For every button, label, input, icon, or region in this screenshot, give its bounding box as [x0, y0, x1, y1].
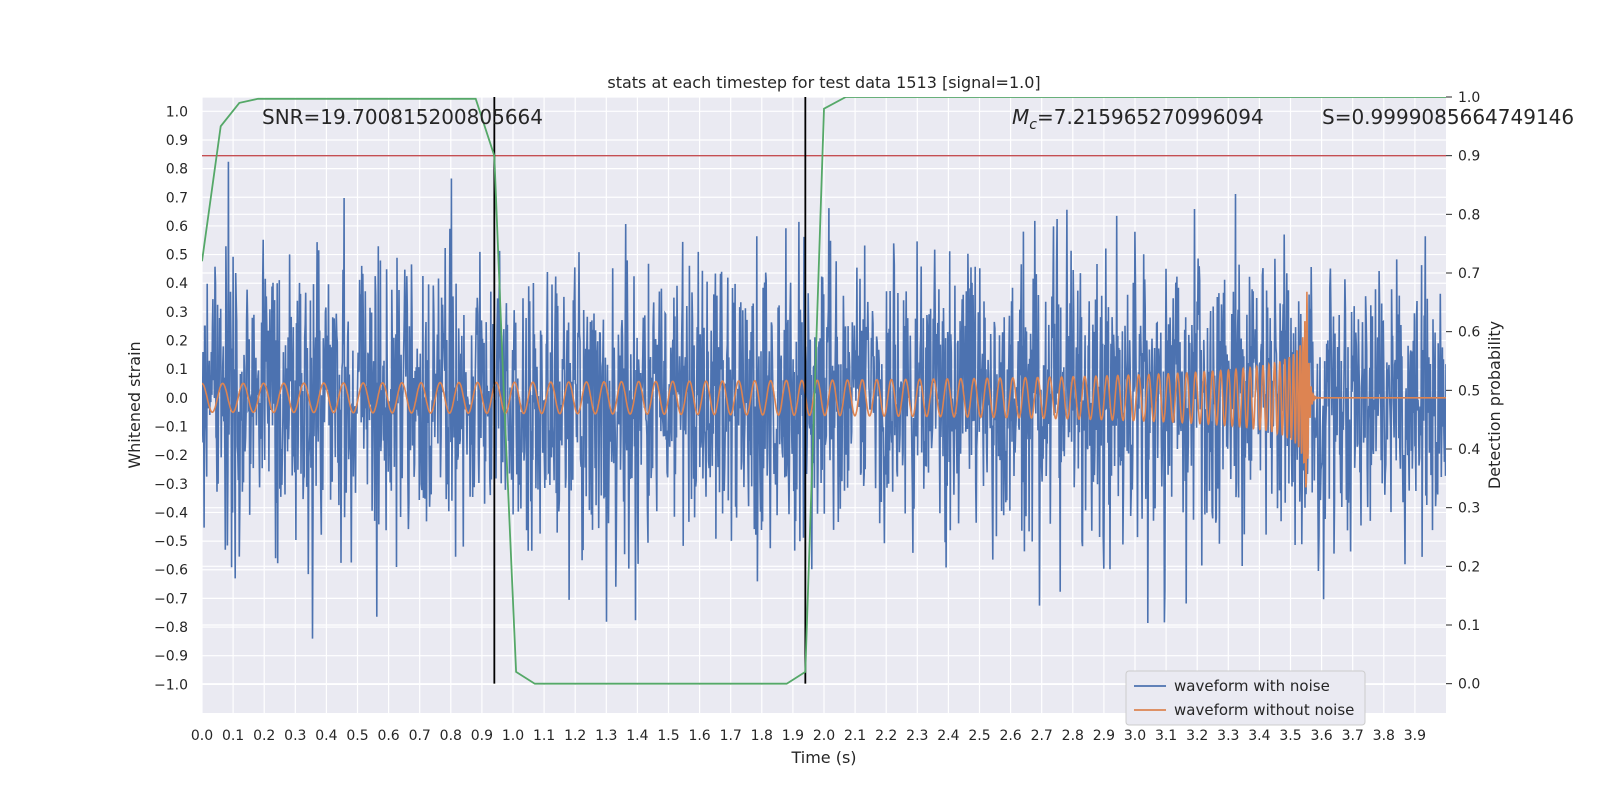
y-right-tick-label: 0.9 — [1458, 149, 1480, 165]
x-tick-label: 2.3 — [906, 728, 928, 744]
y-left-tick-label: −0.8 — [154, 620, 188, 636]
y-left-tick-label: −0.3 — [154, 477, 188, 493]
x-tick-label: 1.1 — [533, 728, 555, 744]
annotation-chirp-mass-subscript: c — [1029, 117, 1037, 133]
y-left-tick-label: 0.5 — [166, 248, 188, 264]
x-axis-label: Time (s) — [790, 748, 856, 767]
legend: waveform with noise waveform without noi… — [1125, 670, 1366, 726]
y-left-tick-label: 0.7 — [166, 190, 188, 206]
series-detection-probability — [202, 97, 1446, 685]
x-tick-label: 3.8 — [1373, 728, 1395, 744]
x-tick-label: 3.9 — [1404, 728, 1426, 744]
y-left-tick-label: 0.9 — [166, 133, 188, 149]
x-tick-label: 0.8 — [440, 728, 462, 744]
x-tick-label: 0.1 — [222, 728, 244, 744]
y-left-tick-label: 0.2 — [166, 334, 188, 350]
legend-label-noise: waveform with noise — [1174, 677, 1330, 695]
y-left-tick-label: 0.8 — [166, 162, 188, 178]
y-right-tick-label: 0.1 — [1458, 618, 1480, 634]
x-tick-label: 2.5 — [968, 728, 990, 744]
x-tick-label: 3.3 — [1217, 728, 1239, 744]
y-right-tick-label: 0.8 — [1458, 207, 1480, 223]
y-left-tick-label: 0.3 — [166, 305, 188, 321]
x-tick-label: 3.2 — [1186, 728, 1208, 744]
x-tick-label: 2.2 — [875, 728, 897, 744]
x-tick-label: 1.4 — [626, 728, 648, 744]
annotation-snr: SNR=19.700815200805664 — [262, 105, 543, 129]
x-tick-label: 1.9 — [782, 728, 804, 744]
x-tick-label: 2.6 — [999, 728, 1021, 744]
x-tick-label: 3.7 — [1342, 728, 1364, 744]
y-left-tick-label: −0.7 — [154, 591, 188, 607]
x-tick-label: 0.5 — [346, 728, 368, 744]
x-tick-label: 0.3 — [284, 728, 306, 744]
y-right-tick-label: 0.5 — [1458, 383, 1480, 399]
y-left-tick-label: −0.4 — [154, 505, 188, 521]
y-left-tick-label: 0.1 — [166, 362, 188, 378]
x-tick-label: 2.0 — [813, 728, 835, 744]
x-tick-label: 1.0 — [502, 728, 524, 744]
x-tick-label: 0.6 — [377, 728, 399, 744]
x-tick-label: 0.9 — [471, 728, 493, 744]
x-tick-label: 2.1 — [844, 728, 866, 744]
x-tick-label: 3.0 — [1124, 728, 1146, 744]
x-tick-label: 1.8 — [751, 728, 773, 744]
y-left-tick-label: 1.0 — [166, 104, 188, 120]
annotation-chirp-mass: Mc=7.215965270996094 — [1012, 105, 1264, 133]
annotation-chirp-mass-symbol: M — [1012, 105, 1029, 129]
y-right-axis-label: Detection probability — [1485, 321, 1504, 489]
x-tick-label: 0.7 — [409, 728, 431, 744]
y-left-tick-label: −1.0 — [154, 677, 188, 693]
x-tick-label: 1.2 — [564, 728, 586, 744]
legend-label-clean: waveform without noise — [1174, 701, 1354, 719]
x-axis-ticks: 0.0 0.1 0.2 0.3 0.4 0.5 0.6 0.7 0.8 0.9 1.0 1.1 1.2 1… — [191, 728, 1426, 744]
y-left-tick-label: −0.5 — [154, 534, 188, 550]
y-left-tick-label: −0.1 — [154, 419, 188, 435]
y-right-axis-ticks: 1.0 0.9 0.8 0.7 0.6 0.5 0.4 0.3 0.2 0.1 0.0 — [1446, 90, 1480, 693]
y-left-tick-label: 0.4 — [166, 276, 188, 292]
x-tick-label: 3.6 — [1310, 728, 1332, 744]
chart-title: stats at each timestep for test data 151… — [607, 73, 1040, 92]
x-tick-label: 0.4 — [315, 728, 337, 744]
annotation-chirp-mass-value: =7.215965270996094 — [1037, 105, 1264, 129]
x-tick-label: 3.4 — [1248, 728, 1270, 744]
x-tick-label: 0.2 — [253, 728, 275, 744]
y-left-tick-label: 0.6 — [166, 219, 188, 235]
annotation-s: S=0.9999085664749146 — [1322, 105, 1574, 129]
y-right-tick-label: 0.4 — [1458, 442, 1480, 458]
x-tick-label: 2.7 — [1031, 728, 1053, 744]
y-right-tick-label: 0.7 — [1458, 266, 1480, 282]
y-left-axis-label: Whitened strain — [125, 341, 144, 468]
legend-box — [1125, 670, 1366, 726]
series-waveform-with-noise — [202, 161, 1446, 639]
x-tick-label: 3.5 — [1279, 728, 1301, 744]
y-right-tick-label: 1.0 — [1458, 90, 1480, 106]
x-tick-label: 1.7 — [720, 728, 742, 744]
x-tick-label: 2.9 — [1093, 728, 1115, 744]
y-left-tick-label: −0.2 — [154, 448, 188, 464]
x-tick-label: 2.8 — [1062, 728, 1084, 744]
y-right-tick-label: 0.6 — [1458, 325, 1480, 341]
x-tick-label: 1.6 — [688, 728, 710, 744]
x-tick-label: 0.0 — [191, 728, 213, 744]
y-left-tick-label: −0.6 — [154, 563, 188, 579]
y-left-tick-label: −0.9 — [154, 649, 188, 665]
series-waveform-without-noise — [202, 291, 1446, 488]
y-left-tick-label: 0.0 — [166, 391, 188, 407]
y-right-tick-label: 0.3 — [1458, 501, 1480, 517]
x-tick-label: 2.4 — [937, 728, 959, 744]
x-tick-label: 1.3 — [595, 728, 617, 744]
y-left-axis-ticks: 1.0 0.9 0.8 0.7 0.6 0.5 0.4 0.3 0.2 0.1 0.0 −0.1 −0.… — [154, 104, 188, 693]
y-right-tick-label: 0.2 — [1458, 559, 1480, 575]
plot-area — [202, 97, 1446, 685]
x-tick-label: 1.5 — [657, 728, 679, 744]
y-right-tick-label: 0.0 — [1458, 677, 1480, 693]
x-tick-label: 3.1 — [1155, 728, 1177, 744]
